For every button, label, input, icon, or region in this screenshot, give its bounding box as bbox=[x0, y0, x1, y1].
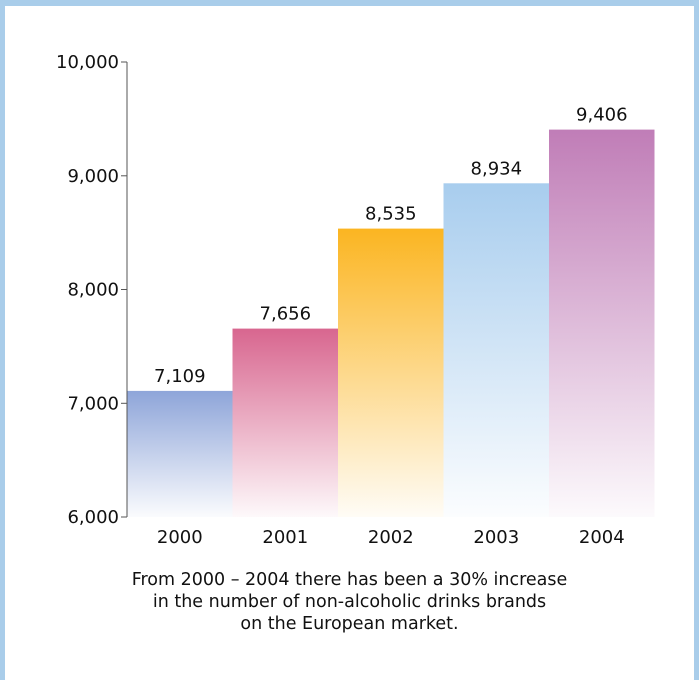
bar-2001 bbox=[232, 328, 338, 517]
y-tick-label-9000: 9,000 bbox=[67, 166, 119, 187]
data-label-2001: 7,656 bbox=[260, 304, 312, 325]
y-tick-label-6000: 6,000 bbox=[67, 507, 119, 528]
x-tick-label-2001: 2001 bbox=[262, 527, 308, 548]
caption-line-3: on the European market. bbox=[240, 614, 459, 634]
bar-2003 bbox=[443, 183, 549, 518]
caption-line-1: From 2000 – 2004 there has been a 30% in… bbox=[131, 570, 568, 590]
y-tick-label-7000: 7,000 bbox=[67, 393, 119, 414]
bar-2004 bbox=[549, 129, 655, 517]
labels-layer: 7,109 2000 7,656 2001 8,535 2002 8,934 2003 9,40… bbox=[154, 105, 628, 548]
data-label-2003: 8,934 bbox=[471, 158, 523, 179]
data-label-2002: 8,535 bbox=[365, 204, 417, 225]
bar-2000 bbox=[127, 390, 233, 517]
data-label-2000: 7,109 bbox=[154, 366, 206, 387]
x-tick-label-2004: 2004 bbox=[579, 527, 625, 548]
data-label-2004: 9,406 bbox=[576, 105, 628, 126]
bars-layer bbox=[127, 129, 655, 518]
x-tick-label-2002: 2002 bbox=[368, 527, 414, 548]
bar-2002 bbox=[338, 228, 444, 517]
caption-line-2: in the number of non-alcoholic drinks br… bbox=[152, 592, 547, 612]
chart-caption: From 2000 – 2004 there has been a 30% in… bbox=[0, 569, 699, 635]
x-tick-label-2003: 2003 bbox=[473, 527, 519, 548]
y-axis: 6,000 7,000 8,000 9,000 10,000 bbox=[56, 52, 128, 528]
y-tick-label-8000: 8,000 bbox=[67, 280, 119, 301]
x-tick-label-2000: 2000 bbox=[157, 527, 203, 548]
y-tick-label-10000: 10,000 bbox=[56, 52, 119, 73]
